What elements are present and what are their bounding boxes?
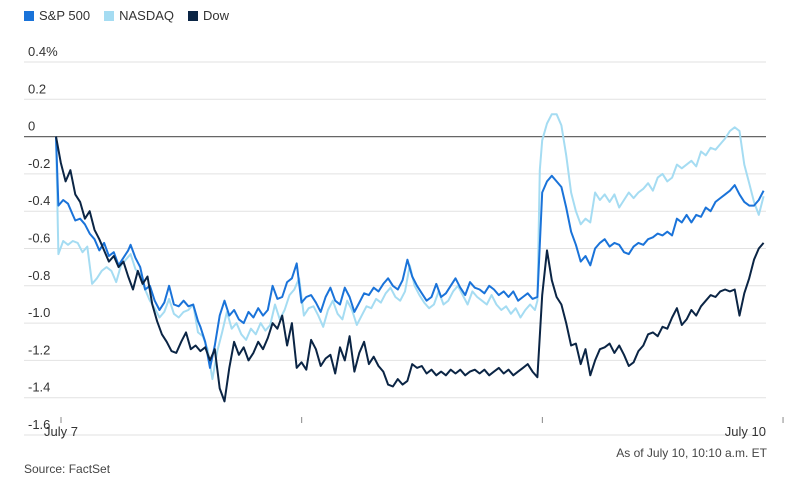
y-tick-label: -1.4 <box>28 380 50 395</box>
legend-label-sp500: S&P 500 <box>39 8 91 23</box>
y-tick-label: -1.2 <box>28 342 50 357</box>
legend-item-nasdaq: NASDAQ <box>104 8 174 23</box>
y-tick-label: -0.4 <box>28 193 50 208</box>
legend-item-sp500: S&P 500 <box>24 8 90 23</box>
y-tick-label: 0.2 <box>28 81 46 96</box>
y-tick-label: 0.4% <box>28 44 58 59</box>
y-tick-label: -0.8 <box>28 268 50 283</box>
x-tick-label: July 10 <box>725 424 766 439</box>
legend-swatch-dow <box>188 10 198 21</box>
y-tick-label: -0.2 <box>28 156 50 171</box>
series-line-s-p-500 <box>55 136 765 369</box>
y-tick-label: -1.0 <box>28 305 50 320</box>
x-tick-label: July 7 <box>44 424 78 439</box>
y-tick-label: -1.6 <box>28 417 50 432</box>
legend-label-dow: Dow <box>203 8 230 23</box>
legend-swatch-nasdaq <box>104 10 115 21</box>
series-line-nasdaq <box>55 113 765 381</box>
as-of-note: As of July 10, 10:10 a.m. ET <box>616 446 767 460</box>
source-note: Source: FactSet <box>24 462 111 476</box>
chart-legend: S&P 500 NASDAQ Dow <box>24 8 229 23</box>
y-tick-label: -0.6 <box>28 231 50 246</box>
legend-label-nasdaq: NASDAQ <box>119 8 174 23</box>
legend-item-dow: Dow <box>188 8 229 23</box>
series-line-dow <box>55 136 765 403</box>
y-tick-label: 0 <box>28 119 35 134</box>
legend-swatch-sp500 <box>24 10 34 21</box>
